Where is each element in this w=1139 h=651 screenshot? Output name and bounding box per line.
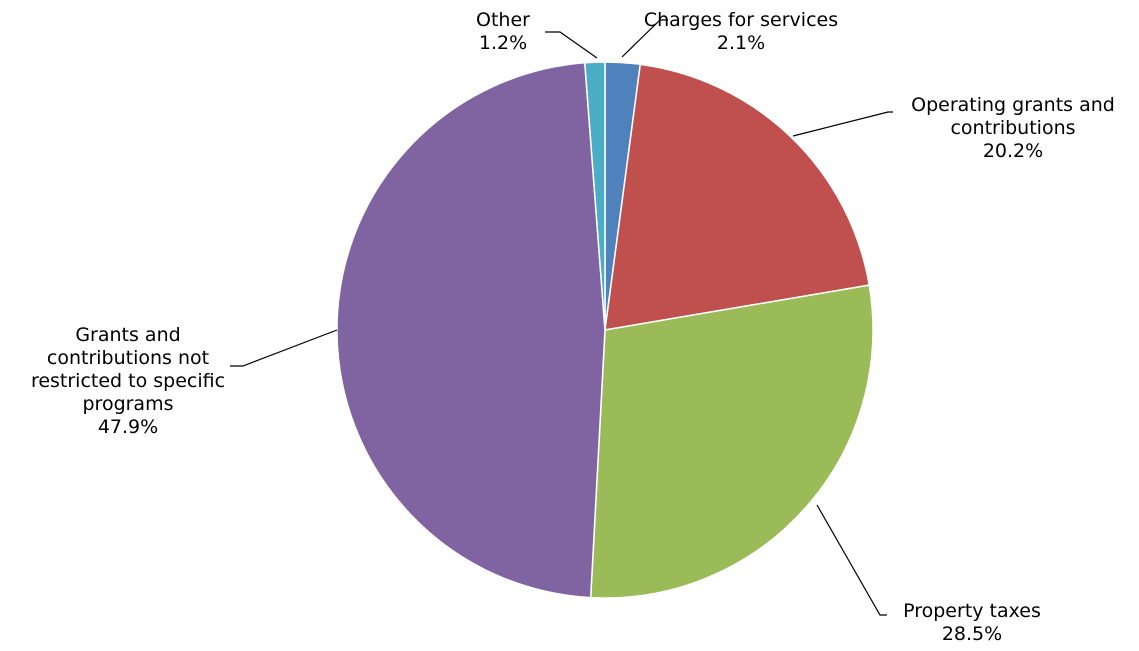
pie-slice-general-grants — [336, 61, 606, 599]
slice-percent-operating-grants: 20.2% — [983, 140, 1043, 162]
slice-label-line: contributions — [950, 117, 1075, 139]
pie-slices — [336, 61, 874, 599]
slice-label-line: Property taxes — [903, 600, 1041, 622]
slice-labels: Charges for services 2.1% Operating grants… — [31, 9, 1115, 645]
leader-line-operating-grants — [792, 111, 893, 137]
leader-line-property-taxes — [816, 504, 887, 616]
slice-label-other: Other 1.2% — [476, 9, 530, 54]
leader-line-other — [545, 31, 598, 59]
slice-label-general-grants: Grants and contributions not restricted to… — [31, 324, 225, 438]
slice-percent-charges-for-services: 2.1% — [717, 32, 765, 54]
pie-slice-operating-grants — [604, 63, 871, 331]
slice-label-property-taxes: Property taxes 28.5% — [903, 600, 1041, 645]
slice-label-line: programs — [82, 393, 173, 415]
slice-percent-other: 1.2% — [479, 32, 527, 54]
slice-label-line: restricted to specific — [31, 370, 225, 392]
slice-label-line: Charges for services — [644, 9, 838, 31]
slice-percent-general-grants: 47.9% — [98, 416, 158, 438]
slice-label-line: contributions not — [47, 347, 209, 369]
slice-label-line: Operating grants and — [911, 94, 1115, 116]
slice-label-charges-for-services: Charges for services 2.1% — [644, 9, 838, 54]
slice-label-operating-grants: Operating grants and contributions 20.2% — [911, 94, 1115, 162]
leader-line-charges-for-services — [621, 19, 668, 58]
leader-line-general-grants — [230, 329, 338, 367]
leader-lines — [230, 19, 893, 616]
slice-percent-property-taxes: 28.5% — [942, 623, 1002, 645]
slice-label-line: Grants and — [75, 324, 180, 346]
pie-slice-other — [583, 61, 606, 331]
slice-label-line: Other — [476, 9, 530, 31]
pie-slice-property-taxes — [589, 284, 874, 599]
